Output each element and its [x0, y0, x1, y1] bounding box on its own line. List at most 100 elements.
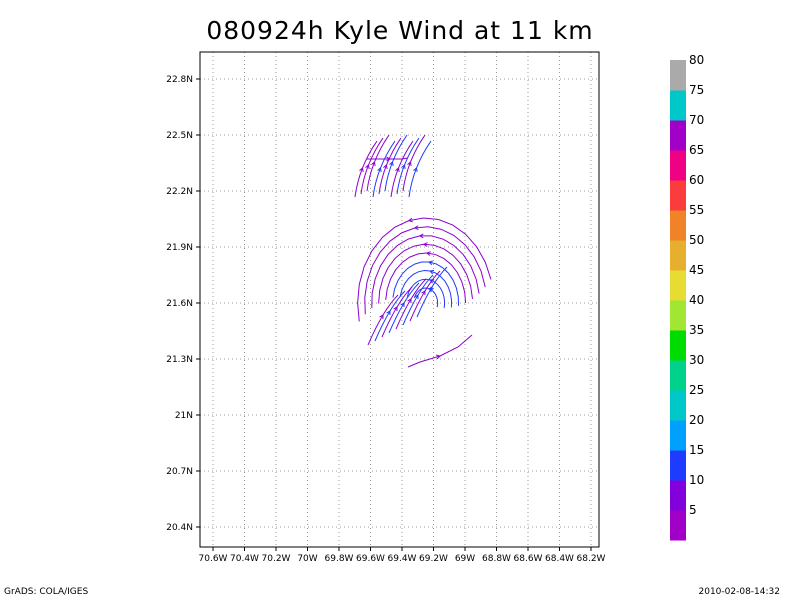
colorbar-label: 10	[689, 473, 704, 487]
x-tick-label: 70.4W	[230, 554, 259, 564]
y-tick-label: 21.3N	[166, 355, 193, 365]
x-tick-label: 70W	[297, 554, 317, 564]
y-tick-label: 21.9N	[166, 243, 193, 253]
colorbar-swatch	[670, 180, 686, 211]
colorbar-label: 65	[689, 143, 704, 157]
y-tick-label: 20.7N	[166, 467, 193, 477]
streamline	[402, 134, 426, 192]
streamline	[407, 334, 473, 368]
streamline-arrow	[413, 167, 418, 173]
colorbar-label: 80	[689, 53, 704, 67]
colorbar-swatch	[670, 60, 686, 91]
streamline-arrow	[371, 161, 376, 167]
grid-lines	[200, 52, 599, 547]
streamline	[360, 137, 384, 195]
x-tick-label: 68.4W	[545, 554, 574, 564]
streamline-arrow	[379, 314, 384, 320]
y-tick-label: 22.2N	[166, 187, 193, 197]
colorbar-swatch	[670, 330, 686, 361]
x-tick-label: 70.6W	[199, 554, 228, 564]
colorbar-swatch	[670, 390, 686, 421]
colorbar-label: 20	[689, 413, 704, 427]
streamline-arrow	[407, 298, 412, 304]
streamline	[354, 140, 378, 198]
streamline-arrow	[414, 294, 419, 300]
streamline-arrow	[421, 290, 426, 296]
colorbar-swatch	[670, 510, 686, 541]
streamline-arrow	[425, 251, 431, 256]
streamline-arrow	[413, 225, 419, 231]
colorbar-label: 5	[689, 503, 697, 517]
colorbar-label: 55	[689, 203, 704, 217]
streamline-arrow	[383, 164, 388, 170]
streamline-arrow	[427, 260, 433, 266]
streamline	[388, 282, 420, 334]
streamline-arrow	[400, 302, 405, 308]
colorbar-label: 15	[689, 443, 704, 457]
colorbar-swatch	[670, 240, 686, 271]
x-tick-label: 68.6W	[514, 554, 543, 564]
streamline	[366, 134, 390, 192]
x-tick-label: 69.6W	[356, 554, 385, 564]
colorbar-swatch	[670, 90, 686, 121]
streamline-arrow	[435, 354, 441, 360]
streamline-arrow	[401, 164, 406, 170]
streamline-arrow	[359, 167, 364, 173]
colorbar-label: 30	[689, 353, 704, 367]
streamline-arrow	[386, 156, 392, 162]
streamline-arrow	[377, 167, 382, 173]
streamline	[371, 235, 480, 309]
y-tick-label: 21.6N	[166, 299, 193, 309]
chart-title: 080924h Kyle Wind at 11 km	[206, 16, 594, 45]
streamline-arrow	[393, 306, 398, 312]
x-tick-label: 68.2W	[577, 554, 606, 564]
colorbar-swatch	[670, 210, 686, 241]
x-tick-label: 68.8W	[482, 554, 511, 564]
colorbar-label: 75	[689, 83, 704, 97]
colorbar-label: 50	[689, 233, 704, 247]
colorbar-swatch	[670, 120, 686, 151]
streamline-arrow	[365, 164, 370, 170]
x-axis: 70.6W 70.4W 70.2W 70W 69.8W 69.6W 69.4W 69.2W 69…	[199, 547, 606, 564]
x-tick-label: 69.4W	[388, 554, 417, 564]
streamline-arrow	[407, 161, 412, 167]
colorbar-swatch	[670, 420, 686, 451]
y-tick-label: 22.8N	[166, 75, 193, 85]
y-tick-label: 22.5N	[166, 131, 193, 141]
x-tick-label: 69.8W	[325, 554, 354, 564]
footer-credit: GrADS: COLA/IGES	[4, 587, 89, 597]
x-tick-label: 69W	[455, 554, 475, 564]
streamline-arrow	[418, 233, 424, 239]
y-axis: 22.8N 22.5N 22.2N 21.9N 21.6N 21.3N 21N 20.7N 20…	[166, 75, 200, 533]
y-tick-label: 21N	[175, 411, 193, 421]
colorbar-swatch	[670, 360, 686, 391]
footer-timestamp: 2010-02-08-14:32	[698, 587, 781, 597]
streamline	[402, 274, 434, 326]
colorbar-label: 40	[689, 293, 704, 307]
streamline	[366, 157, 409, 160]
streamline-arrow	[386, 310, 391, 316]
colorbar-swatch	[670, 480, 686, 511]
streamline	[357, 217, 492, 322]
colorbar-swatch	[670, 150, 686, 181]
colorbar-label: 25	[689, 383, 704, 397]
plot-frame	[199, 51, 600, 548]
x-tick-label: 70.2W	[262, 554, 291, 564]
x-tick-label: 69.2W	[419, 554, 448, 564]
streamline	[384, 134, 408, 192]
colorbar-label: 35	[689, 323, 704, 337]
streamline-arrow	[422, 242, 428, 247]
colorbar-label: 70	[689, 113, 704, 127]
wind-streamlines	[354, 134, 492, 368]
streamline	[409, 270, 441, 322]
colorbar-swatch	[670, 270, 686, 301]
y-tick-label: 20.4N	[166, 523, 193, 533]
colorbar-label: 60	[689, 173, 704, 187]
colorbar: 5 10 15 20 25 30 35 40 45 50 55 60 65 70 75 80	[670, 53, 704, 541]
streamline-arrow	[407, 217, 413, 223]
streamline-arrow	[428, 286, 433, 292]
streamline-arrow	[429, 269, 435, 275]
colorbar-swatch	[670, 300, 686, 331]
colorbar-label: 45	[689, 263, 704, 277]
